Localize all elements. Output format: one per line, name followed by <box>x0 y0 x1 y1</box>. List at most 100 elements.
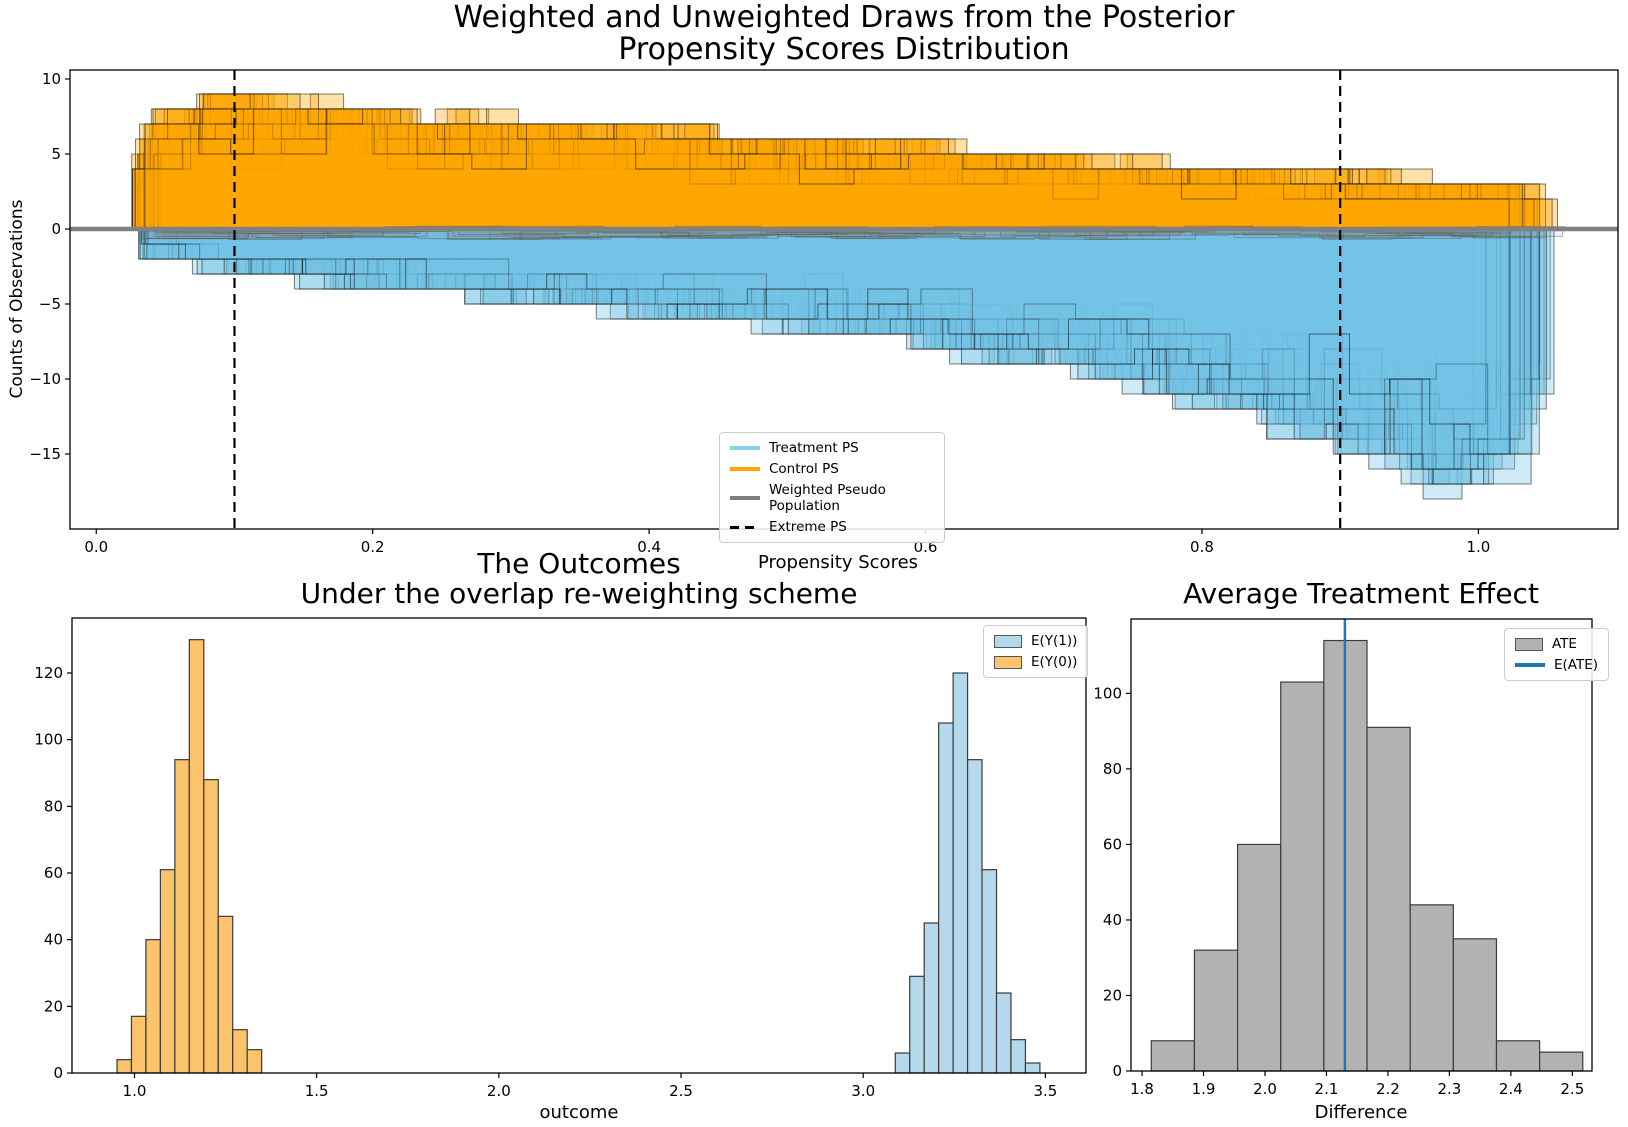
axes-ticks: 1.0 1.5 2.0 2.5 3.0 3.5 0 20 40 60 80 100 120 <box>34 664 1057 1100</box>
treatment-ps-draw <box>147 228 1540 455</box>
legend-label: Extreme PS <box>769 519 847 535</box>
histogram-bar <box>130 1015 147 1074</box>
x-tick-label: 2.3 <box>1437 1080 1461 1098</box>
y-tick-label: 80 <box>44 797 63 815</box>
y-tick-label: 60 <box>1103 835 1122 853</box>
legend-item-ate: ATE <box>1515 636 1598 652</box>
outcomes-legend: E(Y(1)) E(Y(0)) <box>983 625 1089 678</box>
extreme-ps-dash-swatch <box>730 525 760 529</box>
x-tick-label: 3.0 <box>851 1082 875 1100</box>
ate-title: Average Treatment Effect <box>1183 577 1539 610</box>
x-tick-label: 2.5 <box>669 1082 693 1100</box>
histogram-bar <box>938 722 954 1074</box>
x-tick-label: 1.9 <box>1192 1080 1216 1098</box>
y-tick-label: 20 <box>44 997 63 1015</box>
y-tick-label: 10 <box>42 70 61 88</box>
y-tick-label: 100 <box>34 731 63 749</box>
x-tick-label: 2.4 <box>1499 1080 1523 1098</box>
treatment-ps-draw <box>144 228 1511 455</box>
outcomes-chart: 1.0 1.5 2.0 2.5 3.0 3.5 0 20 40 60 80 100 120 <box>34 617 1087 1100</box>
legend-item-ey0: E(Y(0)) <box>994 654 1077 670</box>
legend-label: Treatment PS <box>769 440 859 456</box>
legend-label: ATE <box>1552 636 1577 652</box>
x-tick-label: 1.8 <box>1130 1080 1154 1098</box>
y-tick-label: 40 <box>44 931 63 949</box>
x-tick-label: 2.0 <box>487 1082 511 1100</box>
control-ps-histograms <box>131 93 1558 230</box>
ey1-patch-swatch <box>994 634 1022 648</box>
x-tick-label: 2.2 <box>1376 1080 1400 1098</box>
outcomes-title-line2: Under the overlap re-weighting scheme <box>300 577 858 610</box>
histogram-bar <box>203 779 219 1074</box>
legend-label: E(ATE) <box>1554 657 1599 673</box>
propensity-legend: Treatment PS Control PS Weighted Pseudo … <box>719 432 945 543</box>
weighted-line-swatch <box>730 496 760 500</box>
legend-label: Weighted Pseudo Population <box>769 482 886 514</box>
histogram-bar <box>1409 904 1454 1072</box>
ate-xlabel: Difference <box>1314 1102 1408 1123</box>
legend-item-extreme-ps: Extreme PS <box>730 519 934 535</box>
legend-label: E(Y(1)) <box>1031 633 1078 649</box>
propensity-title-line2: Propensity Scores Distribution <box>618 32 1070 67</box>
legend-label: E(Y(0)) <box>1031 654 1078 670</box>
histogram-bar <box>1539 1051 1584 1072</box>
y-tick-label: 5 <box>51 145 61 163</box>
y-tick-label: 80 <box>1103 760 1122 778</box>
histogram-bar <box>1495 1040 1541 1072</box>
outcomes-xlabel: outcome <box>539 1102 619 1123</box>
outcomes-title-line1: The Outcomes <box>477 547 681 580</box>
y-tick-label: 0 <box>53 1064 63 1082</box>
x-tick-label: 1.5 <box>305 1082 329 1100</box>
histogram-bar <box>1280 681 1325 1072</box>
histogram-bar <box>1236 843 1282 1072</box>
y-tick-label: −5 <box>39 295 61 313</box>
legend-item-treatment-ps: Treatment PS <box>730 440 934 456</box>
ey0-patch-swatch <box>994 655 1022 669</box>
legend-item-control-ps: Control PS <box>730 461 934 477</box>
x-tick-label: 2.5 <box>1560 1080 1584 1098</box>
x-tick-label: 0.0 <box>84 538 108 556</box>
histogram-bar <box>174 759 190 1074</box>
series-ATE <box>1150 639 1584 1072</box>
histogram-bar <box>1366 726 1411 1072</box>
histogram-bar <box>1150 1040 1196 1072</box>
axes-ticks: 1.8 1.9 2.0 2.1 2.2 2.3 2.4 2.5 0 20 40 60 80 100 <box>1093 684 1584 1098</box>
y-tick-label: 20 <box>1103 986 1122 1004</box>
ate-legend: ATE E(ATE) <box>1504 628 1610 681</box>
legend-label: Control PS <box>769 461 839 477</box>
histogram-bar <box>981 869 998 1074</box>
histogram-bar <box>894 1052 911 1074</box>
control-ps-line-swatch <box>730 467 760 471</box>
x-tick-label: 0.8 <box>1190 538 1214 556</box>
histogram-bar <box>909 975 925 1074</box>
histogram-bar <box>232 1029 248 1074</box>
y-tick-label: 120 <box>34 664 63 682</box>
histogram-bar <box>217 915 234 1074</box>
legend-item-weighted-pseudo-population: Weighted Pseudo Population <box>730 482 934 514</box>
histogram-bar <box>923 922 940 1074</box>
x-tick-label: 2.1 <box>1315 1080 1339 1098</box>
histogram-bar <box>1452 938 1498 1072</box>
axes-frame <box>1130 618 1593 1072</box>
control-ps-draw <box>134 123 1524 230</box>
average-treatment-effect-chart: 1.8 1.9 2.0 2.1 2.2 2.3 2.4 2.5 0 20 40 60 80 100 <box>1093 618 1593 1098</box>
x-tick-label: 2.0 <box>1253 1080 1277 1098</box>
control-ps-draw <box>143 108 1510 230</box>
histogram-bar <box>188 639 205 1074</box>
axes-frame <box>71 617 1087 1074</box>
propensity-ylabel: Counts of Observations <box>7 199 27 399</box>
y-tick-label: −15 <box>29 445 61 463</box>
x-tick-label: 1.0 <box>123 1082 147 1100</box>
x-tick-label: 0.2 <box>361 538 385 556</box>
legend-item-eate: E(ATE) <box>1515 657 1598 673</box>
y-tick-label: 100 <box>1093 684 1122 702</box>
y-tick-label: 60 <box>44 864 63 882</box>
histogram-bar <box>1193 949 1239 1072</box>
histogram-bar <box>966 759 983 1074</box>
ate-patch-swatch <box>1515 637 1543 651</box>
histogram-bar <box>1010 1039 1027 1074</box>
